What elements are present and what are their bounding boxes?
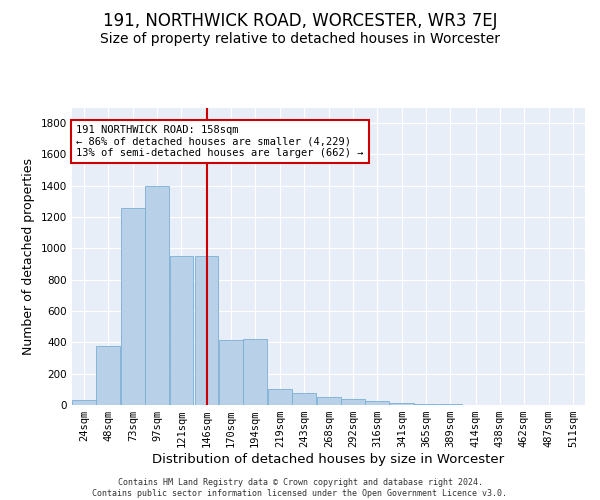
Text: Contains HM Land Registry data © Crown copyright and database right 2024.
Contai: Contains HM Land Registry data © Crown c… [92,478,508,498]
Y-axis label: Number of detached properties: Number of detached properties [22,158,35,355]
X-axis label: Distribution of detached houses by size in Worcester: Distribution of detached houses by size … [152,453,505,466]
Bar [96,346,120,405]
Bar [292,394,316,405]
Bar [145,186,169,405]
Bar [170,256,193,405]
Bar [317,397,341,405]
Bar [219,340,242,405]
Bar [194,256,218,405]
Bar [121,208,145,405]
Bar [365,401,389,405]
Bar [243,339,266,405]
Text: 191 NORTHWICK ROAD: 158sqm
← 86% of detached houses are smaller (4,229)
13% of s: 191 NORTHWICK ROAD: 158sqm ← 86% of deta… [76,124,364,158]
Bar [341,398,365,405]
Bar [268,388,292,405]
Bar [415,404,438,405]
Bar [439,404,463,405]
Text: Size of property relative to detached houses in Worcester: Size of property relative to detached ho… [100,32,500,46]
Bar [72,400,96,405]
Text: 191, NORTHWICK ROAD, WORCESTER, WR3 7EJ: 191, NORTHWICK ROAD, WORCESTER, WR3 7EJ [103,12,497,30]
Bar [391,404,414,405]
